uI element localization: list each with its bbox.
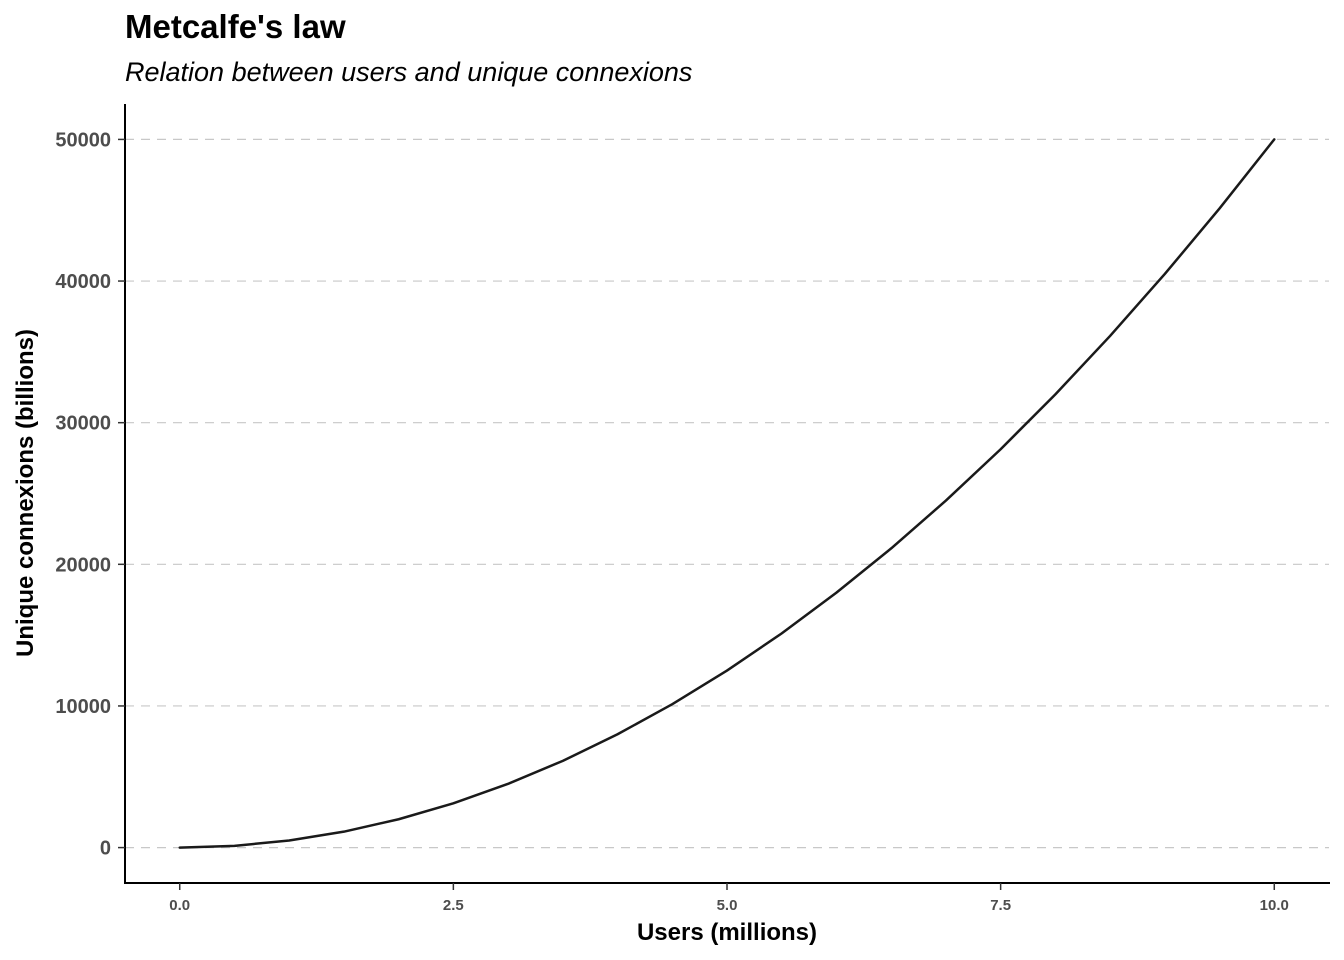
y-tick-label: 50000 xyxy=(55,129,111,151)
x-tick-label: 5.0 xyxy=(717,897,738,914)
y-tick-label: 20000 xyxy=(55,554,111,576)
y-tick-label: 30000 xyxy=(55,413,111,435)
gridlines xyxy=(125,138,1329,849)
series-line xyxy=(178,138,1276,849)
x-tick-label: 7.5 xyxy=(990,897,1011,914)
y-tick-label: 0 xyxy=(100,838,111,860)
x-axis-title: Users (millions) xyxy=(637,919,817,946)
y-tick-label: 10000 xyxy=(55,696,111,718)
series-group xyxy=(178,138,1276,849)
x-axis-ticks: 0.0 2.5 5.0 7.5 10.0 xyxy=(169,883,1289,914)
y-tick-label: 40000 xyxy=(55,271,111,293)
chart-subtitle: Relation between users and unique connex… xyxy=(125,57,693,87)
y-axis-ticks: 0 10000 20000 30000 40000 50000 xyxy=(55,129,125,860)
x-tick-label: 10.0 xyxy=(1260,897,1289,914)
chart-title: Metcalfe's law xyxy=(125,8,346,45)
y-axis-title: Unique connexions (billions) xyxy=(12,329,39,657)
x-tick-label: 0.0 xyxy=(169,897,190,914)
x-tick-label: 2.5 xyxy=(443,897,464,914)
